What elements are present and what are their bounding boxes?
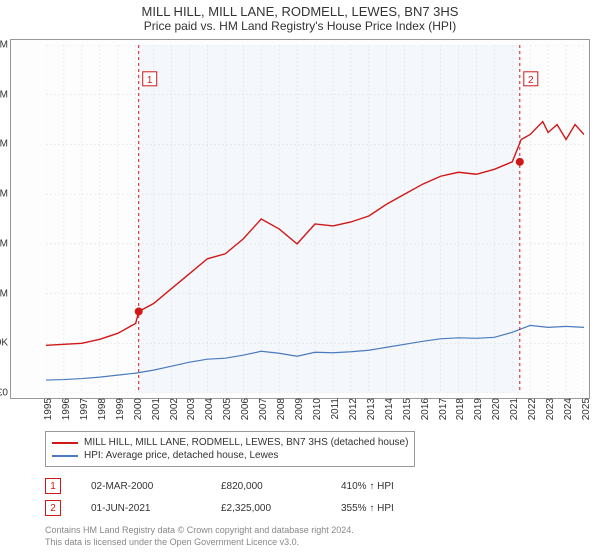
- x-axis-label: 2002: [167, 398, 180, 420]
- legend-swatch: [52, 455, 78, 457]
- svg-text:2: 2: [528, 75, 534, 86]
- x-axis-label: 1999: [113, 398, 126, 420]
- x-axis-label: 2011: [328, 398, 341, 420]
- y-axis-label: £2M: [0, 189, 11, 200]
- marker-date: 01-JUN-2021: [91, 503, 191, 514]
- x-axis-label: 2023: [543, 398, 556, 420]
- marker-pct: 410% ↑ HPI: [341, 481, 394, 492]
- x-axis-label: 2013: [364, 398, 377, 420]
- x-axis-label: 2015: [400, 398, 413, 420]
- marker-row: 2 01-JUN-2021 £2,325,000 355% ↑ HPI: [45, 497, 590, 519]
- x-axis-label: 2010: [310, 398, 323, 420]
- legend-label: MILL HILL, MILL LANE, RODMELL, LEWES, BN…: [84, 437, 408, 448]
- x-axis-label: 2025: [579, 398, 592, 420]
- x-axis-label: 2021: [507, 398, 520, 420]
- marker-number-box: 2: [45, 500, 61, 516]
- license-line: This data is licensed under the Open Gov…: [45, 537, 590, 549]
- x-axis-label: 2016: [418, 398, 431, 420]
- x-axis-label: 2017: [436, 398, 449, 420]
- chart-area: 12 £0£500K£1M£1.5M£2M£2.5M£3M£3.5M199519…: [10, 39, 590, 399]
- license-text: Contains HM Land Registry data © Crown c…: [45, 525, 590, 548]
- plot-area: 12: [46, 45, 584, 393]
- x-axis-label: 2024: [561, 398, 574, 420]
- y-axis-label: £500K: [0, 338, 11, 349]
- legend-item: HPI: Average price, detached house, Lewe…: [52, 449, 408, 462]
- x-axis-label: 2003: [184, 398, 197, 420]
- legend-label: HPI: Average price, detached house, Lewe…: [84, 450, 278, 461]
- x-axis-label: 2020: [489, 398, 502, 420]
- marker-price: £820,000: [221, 481, 311, 492]
- figure-container: MILL HILL, MILL LANE, RODMELL, LEWES, BN…: [0, 0, 600, 560]
- x-axis-label: 2009: [292, 398, 305, 420]
- marker-pct: 355% ↑ HPI: [341, 503, 394, 514]
- x-axis-label: 1998: [95, 398, 108, 420]
- x-axis-label: 2008: [274, 398, 287, 420]
- y-axis-label: £1.5M: [0, 238, 11, 249]
- chart-subtitle: Price paid vs. HM Land Registry's House …: [0, 19, 600, 33]
- x-axis-label: 2001: [149, 398, 162, 420]
- y-axis-label: £3.5M: [0, 40, 11, 51]
- x-axis-label: 2019: [471, 398, 484, 420]
- license-line: Contains HM Land Registry data © Crown c…: [45, 525, 590, 537]
- x-axis-label: 2018: [453, 398, 466, 420]
- marker-date: 02-MAR-2000: [91, 481, 191, 492]
- marker-table: 1 02-MAR-2000 £820,000 410% ↑ HPI 2 01-JUN-20…: [45, 475, 590, 519]
- marker-number-box: 1: [45, 478, 61, 494]
- y-axis-label: £0: [0, 388, 11, 399]
- title-block: MILL HILL, MILL LANE, RODMELL, LEWES, BN…: [0, 0, 600, 33]
- legend: MILL HILL, MILL LANE, RODMELL, LEWES, BN…: [45, 431, 415, 467]
- y-axis-label: £3M: [0, 89, 11, 100]
- legend-swatch: [52, 442, 78, 444]
- x-axis-label: 2004: [202, 398, 215, 420]
- x-axis-label: 2014: [382, 398, 395, 420]
- x-axis-label: 2007: [256, 398, 269, 420]
- x-axis-label: 1997: [77, 398, 90, 420]
- plot-svg: 12: [46, 45, 584, 393]
- svg-text:1: 1: [147, 75, 153, 86]
- legend-item: MILL HILL, MILL LANE, RODMELL, LEWES, BN…: [52, 436, 408, 449]
- x-axis-label: 2022: [525, 398, 538, 420]
- x-axis-label: 2006: [238, 398, 251, 420]
- marker-price: £2,325,000: [221, 503, 311, 514]
- x-axis-label: 1995: [41, 398, 54, 420]
- y-axis-label: £1M: [0, 288, 11, 299]
- x-axis-label: 2005: [220, 398, 233, 420]
- marker-row: 1 02-MAR-2000 £820,000 410% ↑ HPI: [45, 475, 590, 497]
- x-axis-label: 2012: [346, 398, 359, 420]
- x-axis-label: 1996: [59, 398, 72, 420]
- chart-title: MILL HILL, MILL LANE, RODMELL, LEWES, BN…: [0, 4, 600, 19]
- y-axis-label: £2.5M: [0, 139, 11, 150]
- x-axis-label: 2000: [131, 398, 144, 420]
